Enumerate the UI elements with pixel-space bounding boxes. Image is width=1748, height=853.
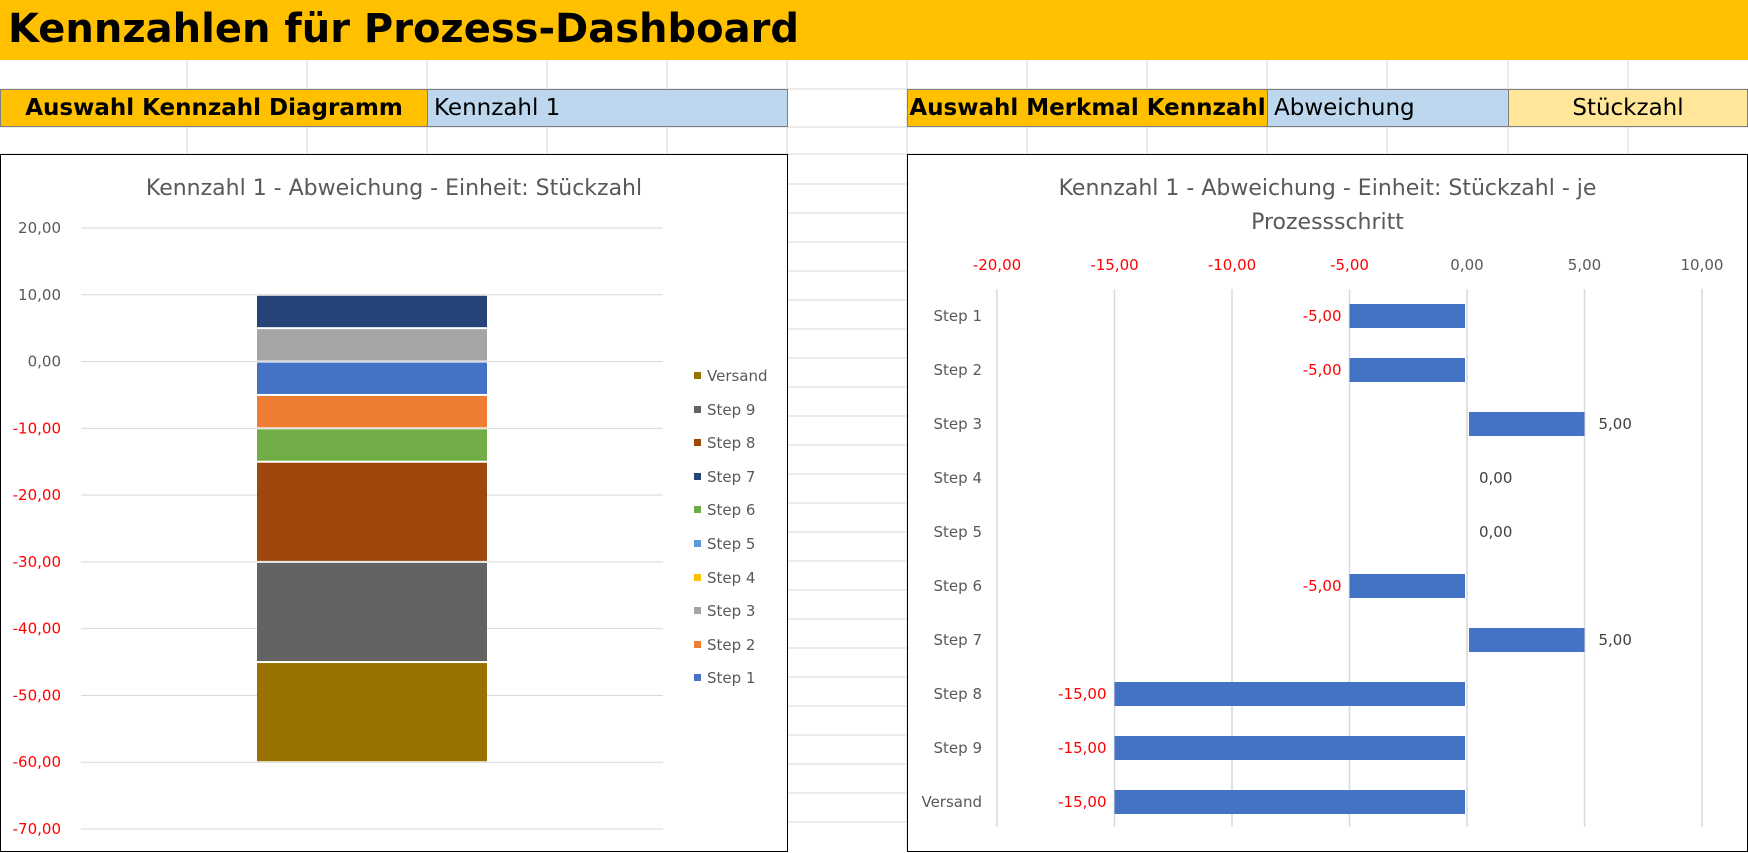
x-tick-label: 5,00 [1568, 256, 1601, 274]
stacked-chart-plot: 20,00 10,00 0,00 -10,00 -20,00 -30,00 -40,00 -5… [13, 219, 663, 838]
legend-label: Step 8 [707, 434, 756, 453]
page-title: Kennzahlen für Prozess-Dashboard [8, 6, 799, 52]
x-tick-label: -10,00 [1208, 256, 1256, 274]
data-label: 5,00 [1599, 415, 1632, 433]
legend-swatch [694, 472, 701, 480]
title-bar: Kennzahlen für Prozess-Dashboard [0, 0, 1748, 60]
legend-swatch [694, 573, 701, 581]
horizontal-chart-plot: -20,00 -15,00 -10,00 -5,00 0,00 5,00 10,00 Step… [921, 256, 1724, 827]
y-tick-label: -60,00 [13, 753, 61, 771]
merkmal-selector-label: Auswahl Merkmal Kennzahl [907, 89, 1268, 127]
legend-swatch [694, 640, 701, 648]
stacked-chart-legend: Versand Step 9 Step 8 Step 7 Step 6 Step 5 Ste… [694, 155, 789, 853]
category-label: Step 8 [934, 685, 982, 703]
category-label: Step 3 [934, 415, 982, 433]
data-label: -5,00 [1303, 577, 1342, 595]
y-tick-label: -50,00 [13, 686, 61, 704]
diagram-selector-value[interactable]: Kennzahl 1 [427, 89, 788, 127]
legend-label: Step 5 [707, 535, 756, 553]
bar-step-7[interactable] [1469, 628, 1585, 652]
x-tick-label: 0,00 [1450, 256, 1483, 274]
x-tick-label: -5,00 [1330, 256, 1369, 274]
horizontal-chart-panel[interactable]: Kennzahl 1 - Abweichung - Einheit: Stück… [907, 154, 1748, 852]
y-tick-label: -10,00 [13, 419, 61, 437]
bar-step-2[interactable] [1349, 358, 1466, 382]
legend-swatch [694, 540, 701, 547]
legend-label: Step 9 [707, 400, 756, 419]
legend-label: Step 7 [707, 467, 756, 486]
unit-selector-value[interactable]: Stückzahl [1508, 89, 1748, 127]
legend-label: Versand [707, 367, 768, 385]
legend-swatch [694, 506, 701, 514]
stacked-chart-title: Kennzahl 1 - Abweichung - Einheit: Stück… [145, 176, 643, 201]
bar-step-6[interactable] [1349, 574, 1466, 598]
data-label: 5,00 [1599, 631, 1632, 649]
x-tick-label: -15,00 [1090, 256, 1138, 274]
category-label: Step 9 [934, 739, 982, 757]
legend-item[interactable]: Step 6 [694, 500, 755, 520]
data-label: 0,00 [1479, 469, 1512, 487]
legend-item[interactable]: Step 9 [694, 400, 755, 420]
bar-versand[interactable] [1114, 790, 1466, 814]
legend-item[interactable]: Step 4 [694, 568, 755, 588]
category-label: Step 2 [934, 361, 982, 379]
legend-label: Step 1 [707, 669, 756, 688]
bar-segment-step-6[interactable] [257, 429, 487, 461]
legend-swatch [694, 674, 701, 682]
y-tick-label: -40,00 [13, 620, 61, 638]
stacked-chart-panel[interactable]: Kennzahl 1 - Abweichung - Einheit: Stück… [0, 154, 788, 852]
legend-item[interactable]: Step 2 [694, 635, 755, 655]
data-label: -5,00 [1303, 361, 1342, 379]
legend-label: Step 2 [707, 635, 756, 654]
legend-label: Step 6 [707, 501, 756, 520]
legend-swatch [694, 372, 701, 379]
legend-item[interactable]: Step 1 [694, 668, 755, 688]
legend-label: Step 3 [707, 602, 756, 621]
x-tick-label: 10,00 [1681, 256, 1724, 274]
legend-label: Step 4 [707, 568, 756, 587]
legend-item[interactable]: Step 8 [694, 433, 755, 453]
category-label: Step 4 [934, 469, 982, 487]
category-label: Step 6 [934, 577, 982, 595]
category-label: Step 5 [934, 523, 982, 541]
legend-item[interactable]: Step 7 [694, 467, 755, 487]
data-label: -15,00 [1058, 739, 1106, 757]
diagram-selector-label: Auswahl Kennzahl Diagramm [0, 89, 428, 127]
data-label: 0,00 [1479, 523, 1512, 541]
bar-segment-versand[interactable] [257, 663, 487, 762]
horizontal-chart-title: Kennzahl 1 - Abweichung - Einheit: Stück… [1058, 176, 1597, 235]
category-label: Versand [921, 793, 982, 811]
y-tick-label: -20,00 [13, 486, 61, 504]
data-label: -15,00 [1058, 793, 1106, 811]
legend-item[interactable]: Step 3 [694, 601, 755, 621]
data-label: -5,00 [1303, 307, 1342, 325]
data-label: -15,00 [1058, 685, 1106, 703]
y-tick-label: -70,00 [13, 820, 61, 838]
y-tick-label: 0,00 [28, 353, 61, 371]
bar-step-3[interactable] [1469, 412, 1585, 436]
bar-step-9[interactable] [1114, 736, 1466, 760]
bar-segment-step-3[interactable] [257, 329, 487, 361]
legend-item[interactable]: Step 5 [694, 534, 755, 554]
legend-swatch [694, 405, 701, 413]
legend-swatch [694, 607, 701, 615]
bar-segment-step-1[interactable] [257, 362, 487, 394]
y-tick-label: 20,00 [18, 219, 61, 237]
merkmal-selector-value[interactable]: Abweichung [1267, 89, 1509, 127]
bar-segment-step-9[interactable] [257, 562, 487, 662]
category-label: Step 1 [934, 307, 982, 325]
legend-item[interactable]: Versand [694, 366, 768, 386]
x-tick-label: -20,00 [973, 256, 1021, 274]
y-tick-label: -30,00 [13, 553, 61, 571]
bar-step-8[interactable] [1114, 682, 1466, 706]
y-tick-label: 10,00 [18, 286, 61, 304]
bar-step-1[interactable] [1349, 304, 1466, 328]
bar-segment-step-2[interactable] [257, 395, 487, 428]
bar-segment-step-8[interactable] [257, 462, 487, 561]
category-label: Step 7 [934, 631, 982, 649]
bar-segment-step-7[interactable] [257, 295, 487, 328]
legend-swatch [694, 439, 701, 447]
